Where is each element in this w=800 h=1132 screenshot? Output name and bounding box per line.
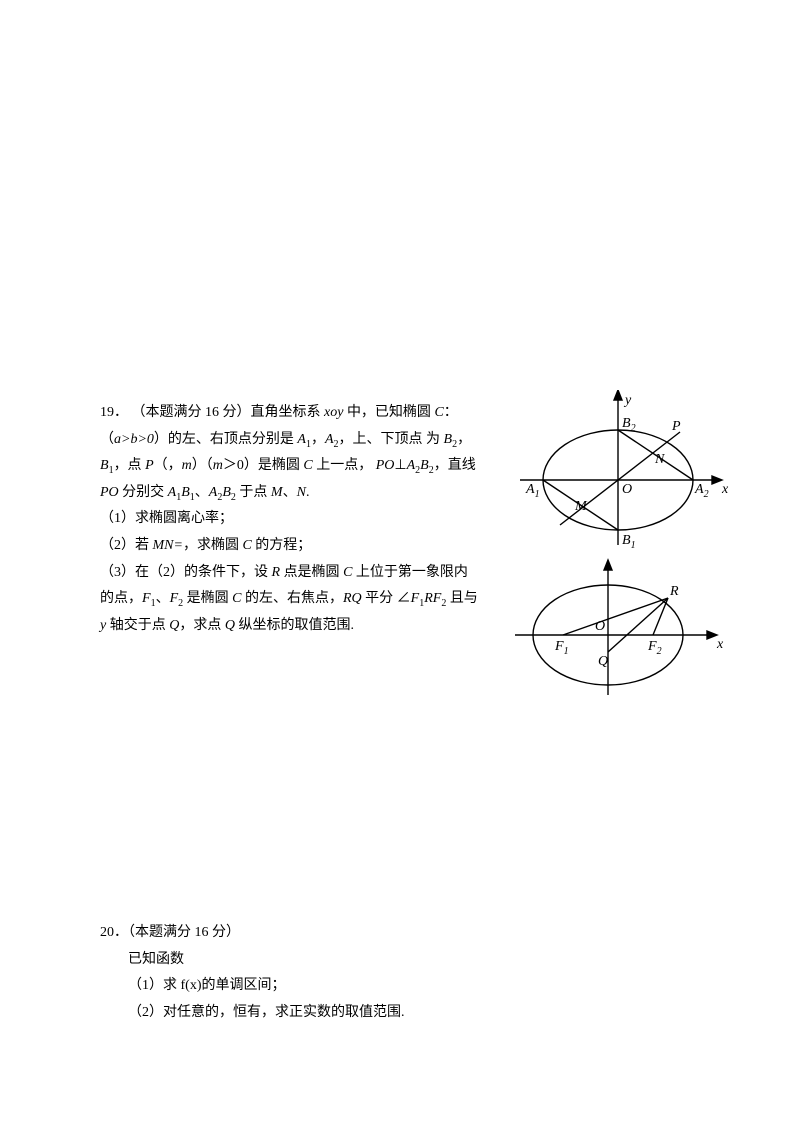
label-B1: B1 xyxy=(622,533,636,551)
label-Q: Q xyxy=(598,654,608,669)
q20-title: （本题满分 16 分） xyxy=(128,925,240,940)
question-20: 20．（本题满分 16 分） 已知函数 （1）求 f(x)的单调区间； （2）对… xyxy=(100,920,700,1026)
label-x: x xyxy=(721,482,729,497)
label-P: P xyxy=(671,419,681,434)
label-M: M xyxy=(574,499,588,514)
question-19: 19． （本题满分 16 分）直角坐标系 xoy 中，已知椭圆 C：（a>b>0… xyxy=(100,400,480,639)
q20-number: 20． xyxy=(100,925,128,940)
label-R: R xyxy=(669,584,679,599)
q20-part2: （2）对任意的，恒有，求正实数的取值范围. xyxy=(100,1000,700,1027)
q20-intro: 已知函数 xyxy=(100,947,700,974)
label-O2: O xyxy=(595,619,605,634)
ellipse-diagrams: y x O A1 A2 B2 B1 P M N xyxy=(500,390,735,710)
page: 19． （本题满分 16 分）直角坐标系 xoy 中，已知椭圆 C：（a>b>0… xyxy=(0,0,800,1132)
label-x2: x xyxy=(716,637,724,652)
label-A1: A1 xyxy=(525,482,540,500)
label-B2: B2 xyxy=(622,416,636,434)
label-F1: F1 xyxy=(554,639,569,657)
q19-number: 19． xyxy=(100,405,128,420)
label-N: N xyxy=(654,452,665,467)
figure-container: y x O A1 A2 B2 B1 P M N xyxy=(500,390,735,721)
label-y: y xyxy=(623,393,632,408)
q20-part1: （1）求 f(x)的单调区间； xyxy=(100,973,700,1000)
q19-part3: （3）在（2）的条件下，设 R 点是椭圆 C 上位于第一象限内的点，F1、F2 … xyxy=(100,560,480,640)
label-F2: F2 xyxy=(647,639,662,657)
q19-part2: （2）若 MN=，求椭圆 C 的方程； xyxy=(100,533,480,560)
q19-text: （本题满分 16 分）直角坐标系 xoy 中，已知椭圆 C：（a>b>0）的左、… xyxy=(100,405,476,500)
label-A2: A2 xyxy=(694,482,709,500)
q19-part1: （1）求椭圆离心率； xyxy=(100,506,480,533)
label-O: O xyxy=(622,482,632,497)
